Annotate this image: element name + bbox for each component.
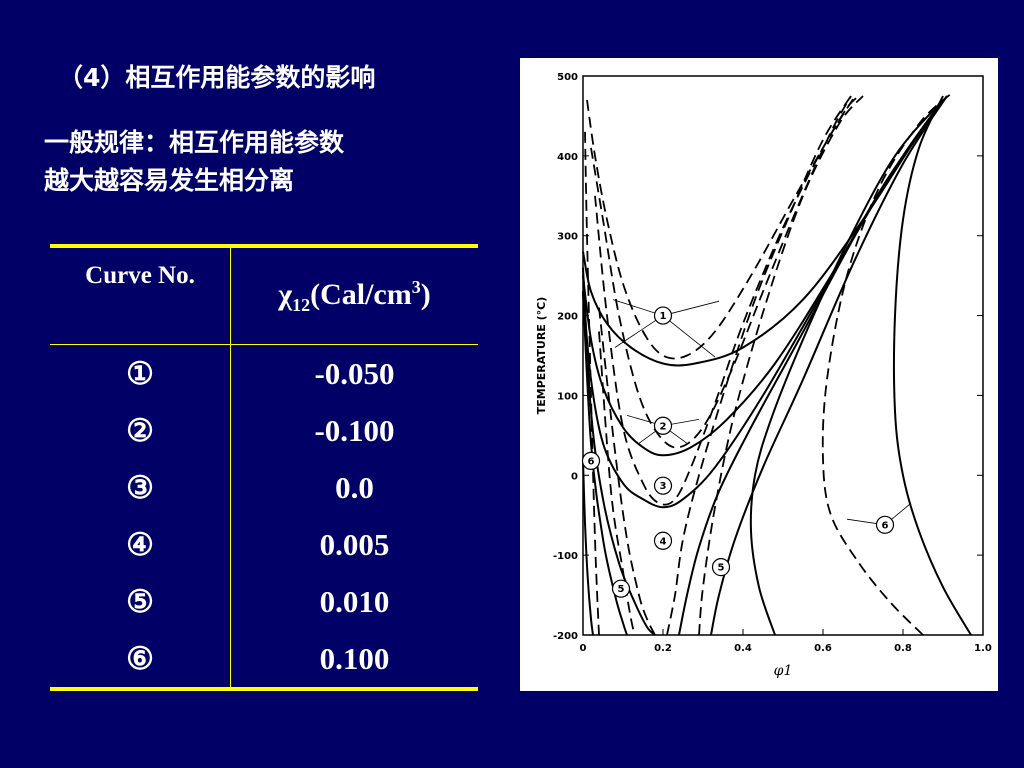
curve-label-circle — [711, 558, 731, 577]
curve-2-dashed-line — [590, 95, 852, 449]
curve-6-solid-line — [582, 459, 594, 636]
curve-6-dashed-line — [821, 92, 952, 636]
curve-label-number: 4 — [660, 536, 667, 547]
chi-value-cell: 0.0 — [230, 459, 478, 516]
curve-3-dashed-line — [594, 95, 856, 506]
curve-2-solid-line — [582, 99, 944, 457]
parameter-table: Curve No. χ12(Cal/cm3) ① -0.050 ② -0.100… — [50, 244, 478, 691]
curve-1-callout-line — [662, 300, 720, 316]
x-tick-label: 0.8 — [894, 643, 912, 654]
y-tick-label: 0 — [571, 471, 578, 482]
table-row: ⑥ 0.100 — [50, 630, 478, 689]
curve-1-callout-line — [662, 315, 716, 358]
curve-label-circle — [653, 306, 673, 325]
table-row: ② -0.100 — [50, 402, 478, 459]
table-row: ⑤ 0.010 — [50, 573, 478, 630]
curve-6-solid-line — [893, 95, 972, 636]
chi-value-cell: 0.010 — [230, 573, 478, 630]
curve-number-cell: ⑥ — [126, 640, 154, 676]
curve-4-solid-line — [582, 267, 656, 636]
unit-suffix: ) — [420, 277, 431, 311]
general-rule-line-2: 越大越容易发生相分离 — [44, 166, 295, 195]
curve-label-number: 2 — [660, 421, 667, 432]
curve-1-dashed-line — [586, 95, 860, 360]
curve-label-number: 5 — [718, 563, 725, 574]
x-tick-label: 0.2 — [654, 643, 672, 654]
plot-frame — [582, 75, 984, 636]
chi-subscript: 12 — [292, 294, 311, 315]
y-tick-label: -100 — [553, 551, 578, 562]
x-tick-label: 0.4 — [734, 643, 752, 654]
curve-5-dashed-line — [698, 95, 864, 636]
curve-label-circle — [875, 515, 895, 534]
curve-1-callout-line — [614, 315, 664, 348]
chi-value-cell: -0.100 — [230, 402, 478, 459]
y-tick-label: 500 — [557, 72, 578, 83]
y-tick-label: 200 — [557, 312, 578, 323]
curve-label-circle — [653, 416, 673, 435]
x-axis-title: φ1 — [774, 663, 793, 679]
curve-1-solid-line — [582, 95, 948, 367]
curve-5-solid-line — [582, 291, 628, 636]
curve-6-solid-line — [749, 99, 944, 636]
curve-6-dashed-line — [584, 131, 600, 636]
y-tick-label: 100 — [557, 391, 578, 402]
y-tick-label: 300 — [557, 232, 578, 243]
x-tick-label: 1.0 — [974, 643, 992, 654]
curve-label-number: 5 — [618, 584, 625, 595]
table-header-row: Curve No. χ12(Cal/cm3) — [50, 246, 478, 345]
table-row: ③ 0.0 — [50, 459, 478, 516]
curve-4-dashed-line — [598, 307, 656, 636]
column-header-curve-no: Curve No. — [50, 246, 231, 345]
curve-number-cell: ③ — [126, 469, 154, 505]
x-tick-label: 0.6 — [814, 643, 832, 654]
chi-value-cell: -0.050 — [230, 344, 478, 402]
curve-5-solid-line — [710, 95, 948, 636]
general-rule-line-1: 一般规律：相互作用能参数 — [44, 128, 345, 157]
column-header-chi12: χ12(Cal/cm3) — [230, 246, 478, 345]
curve-number-cell: ⑤ — [126, 583, 154, 619]
phase-diagram-panel: 500 400 300 200 100 0 -100 -200 0 0.2 0.4 0.6 0.8 1.0… — [520, 58, 998, 691]
curve-number-cell: ① — [126, 355, 154, 391]
chi-value-cell: 0.005 — [230, 516, 478, 573]
curve-4-solid-line — [678, 99, 944, 636]
table-row: ① -0.050 — [50, 344, 478, 402]
curve-label-circle — [581, 451, 601, 471]
curve-label-number: 1 — [660, 311, 667, 322]
slide-heading: （4）相互作用能参数的影响 — [58, 63, 376, 92]
curve-label-number: 6 — [882, 520, 889, 531]
unit-superscript: 3 — [411, 276, 421, 297]
unit-prefix: (Cal/cm — [310, 277, 412, 311]
curve-label-circle — [653, 476, 673, 495]
curve-5-dashed-line — [598, 331, 636, 636]
general-rule-text: 一般规律：相互作用能参数 越大越容易发生相分离 — [44, 124, 484, 200]
y-tick-label: -200 — [553, 631, 578, 642]
x-tick-label: 0 — [580, 643, 587, 654]
curve-label-number: 3 — [660, 481, 667, 492]
y-axis-title: TEMPERATURE (°C) — [535, 297, 548, 415]
table-row: ④ 0.005 — [50, 516, 478, 573]
curve-number-cell: ④ — [126, 526, 154, 562]
curve-label-circle — [611, 579, 631, 598]
y-tick-label: 400 — [557, 152, 578, 163]
chi-value-cell: 0.100 — [230, 630, 478, 689]
chi-symbol: χ — [278, 277, 293, 311]
curve-label-circle — [653, 531, 673, 550]
curve-label-number: 6 — [588, 456, 595, 467]
curve-4-dashed-line — [666, 95, 852, 636]
curve-number-cell: ② — [126, 412, 154, 448]
